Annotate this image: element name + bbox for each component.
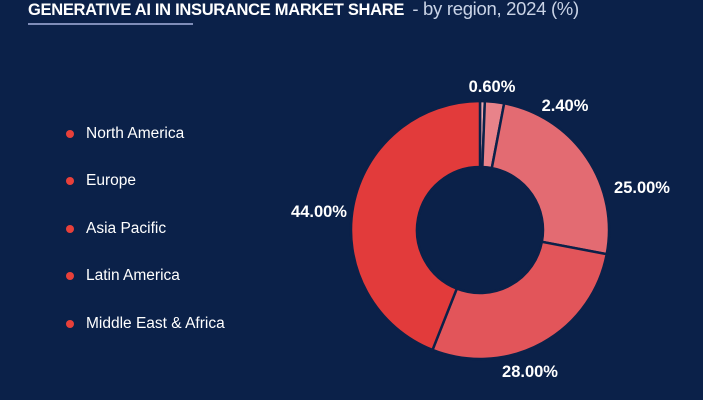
svg-text:44.00%: 44.00% — [291, 203, 347, 221]
svg-text:2.40%: 2.40% — [542, 97, 589, 115]
svg-text:0.60%: 0.60% — [469, 78, 516, 96]
svg-text:25.00%: 25.00% — [614, 179, 670, 197]
svg-text:28.00%: 28.00% — [502, 363, 558, 381]
